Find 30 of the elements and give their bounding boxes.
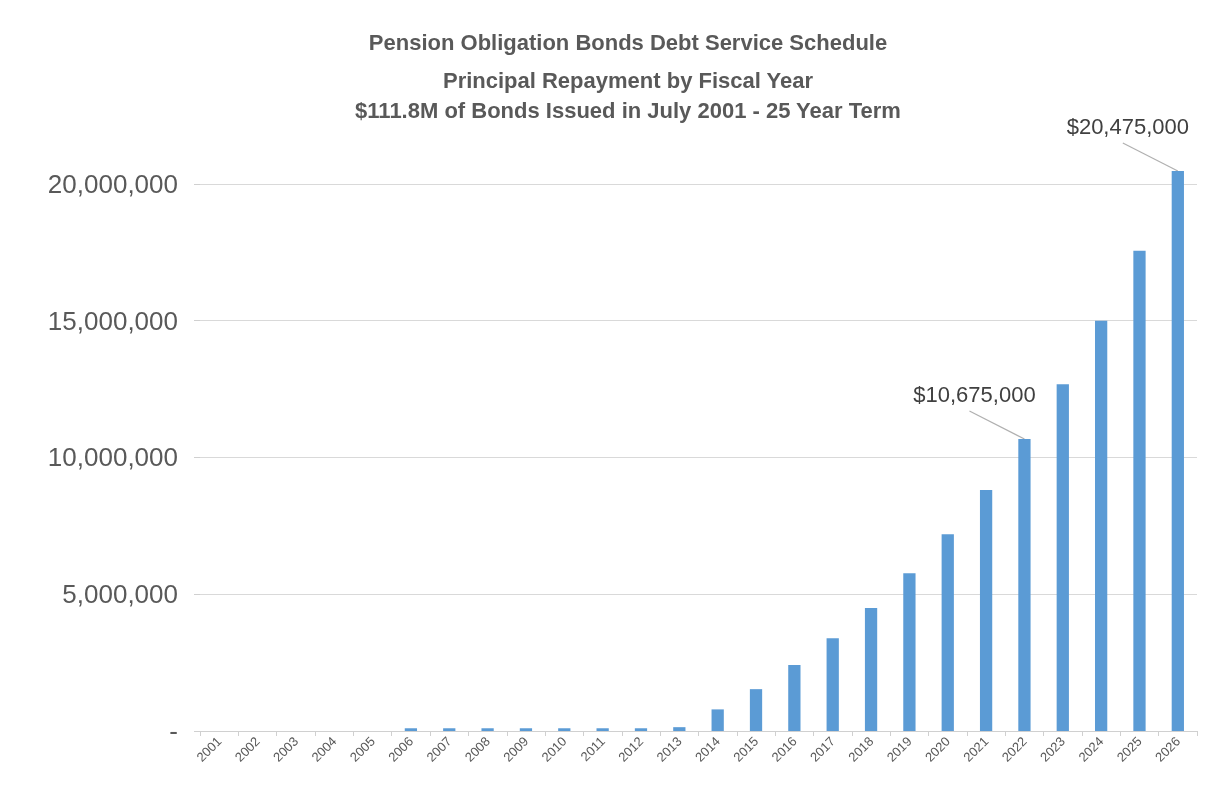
bar [519, 728, 533, 731]
y-tick-label: 20,000,000 [47, 168, 178, 199]
bar [864, 607, 878, 731]
bar [979, 490, 993, 731]
bar [481, 728, 494, 731]
bar [443, 728, 456, 731]
y-tick-label: 10,000,000 [47, 442, 178, 473]
bar [788, 665, 801, 731]
bar [826, 638, 839, 731]
bar [749, 689, 763, 731]
chart-subtitle: Principal Repayment by Fiscal Year $111.8M of Bonds Issued in July 2001 - 25 Year Term [355, 67, 901, 123]
y-tick-label: 15,000,000 [47, 305, 178, 336]
y-tick-label: - [169, 716, 178, 746]
bar [673, 727, 686, 731]
bar [404, 728, 418, 731]
bar [1056, 384, 1069, 731]
bar [634, 728, 648, 731]
annotation: $20,475,000 [1066, 113, 1189, 139]
bar [1018, 439, 1031, 731]
y-tick-label: 5,000,000 [62, 579, 178, 610]
bar [1171, 171, 1184, 731]
bar [711, 709, 724, 731]
chart-title: Pension Obligation Bonds Debt Service Schedule [368, 29, 888, 55]
bar [596, 728, 609, 731]
bar [903, 573, 916, 731]
annotation: $10,675,000 [913, 381, 1036, 407]
bar [941, 534, 954, 731]
bar [558, 728, 571, 731]
bar [1095, 320, 1108, 731]
bar [1133, 250, 1146, 731]
